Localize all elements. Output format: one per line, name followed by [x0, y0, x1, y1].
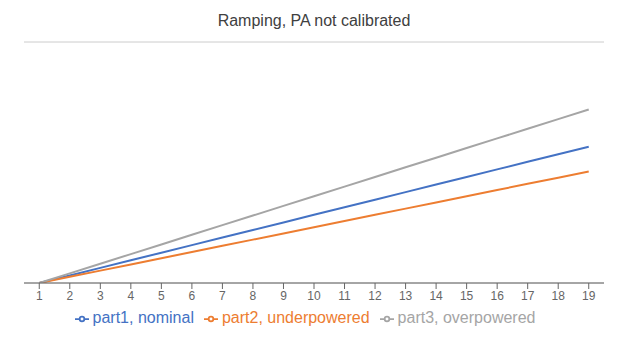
- svg-text:14: 14: [429, 289, 443, 303]
- svg-text:5: 5: [158, 289, 165, 303]
- svg-text:16: 16: [490, 289, 504, 303]
- html-text:Ramping, PA not calibrated: Ramping, PA not calibrated: [217, 12, 411, 29]
- html-text:part2, underpowered: part2, underpowered: [221, 309, 370, 326]
- html-text:part3, overpowered: part3, overpowered: [397, 309, 536, 326]
- svg-text:2: 2: [66, 289, 73, 303]
- svg-text:17: 17: [521, 289, 535, 303]
- html-text:part1, nominal: part1, nominal: [92, 309, 194, 326]
- svg-text:3: 3: [97, 289, 104, 303]
- svg-text:1: 1: [36, 289, 43, 303]
- svg-text:7: 7: [219, 289, 226, 303]
- svg-text:19: 19: [582, 289, 596, 303]
- svg-text:15: 15: [460, 289, 474, 303]
- svg-text:10: 10: [307, 289, 321, 303]
- svg-text:4: 4: [127, 289, 134, 303]
- svg-text:9: 9: [280, 289, 287, 303]
- svg-text:8: 8: [250, 289, 257, 303]
- svg-text:6: 6: [189, 289, 196, 303]
- svg-text:13: 13: [399, 289, 413, 303]
- svg-text:11: 11: [338, 289, 351, 303]
- svg-text:12: 12: [368, 289, 382, 303]
- svg-text:18: 18: [552, 289, 566, 303]
